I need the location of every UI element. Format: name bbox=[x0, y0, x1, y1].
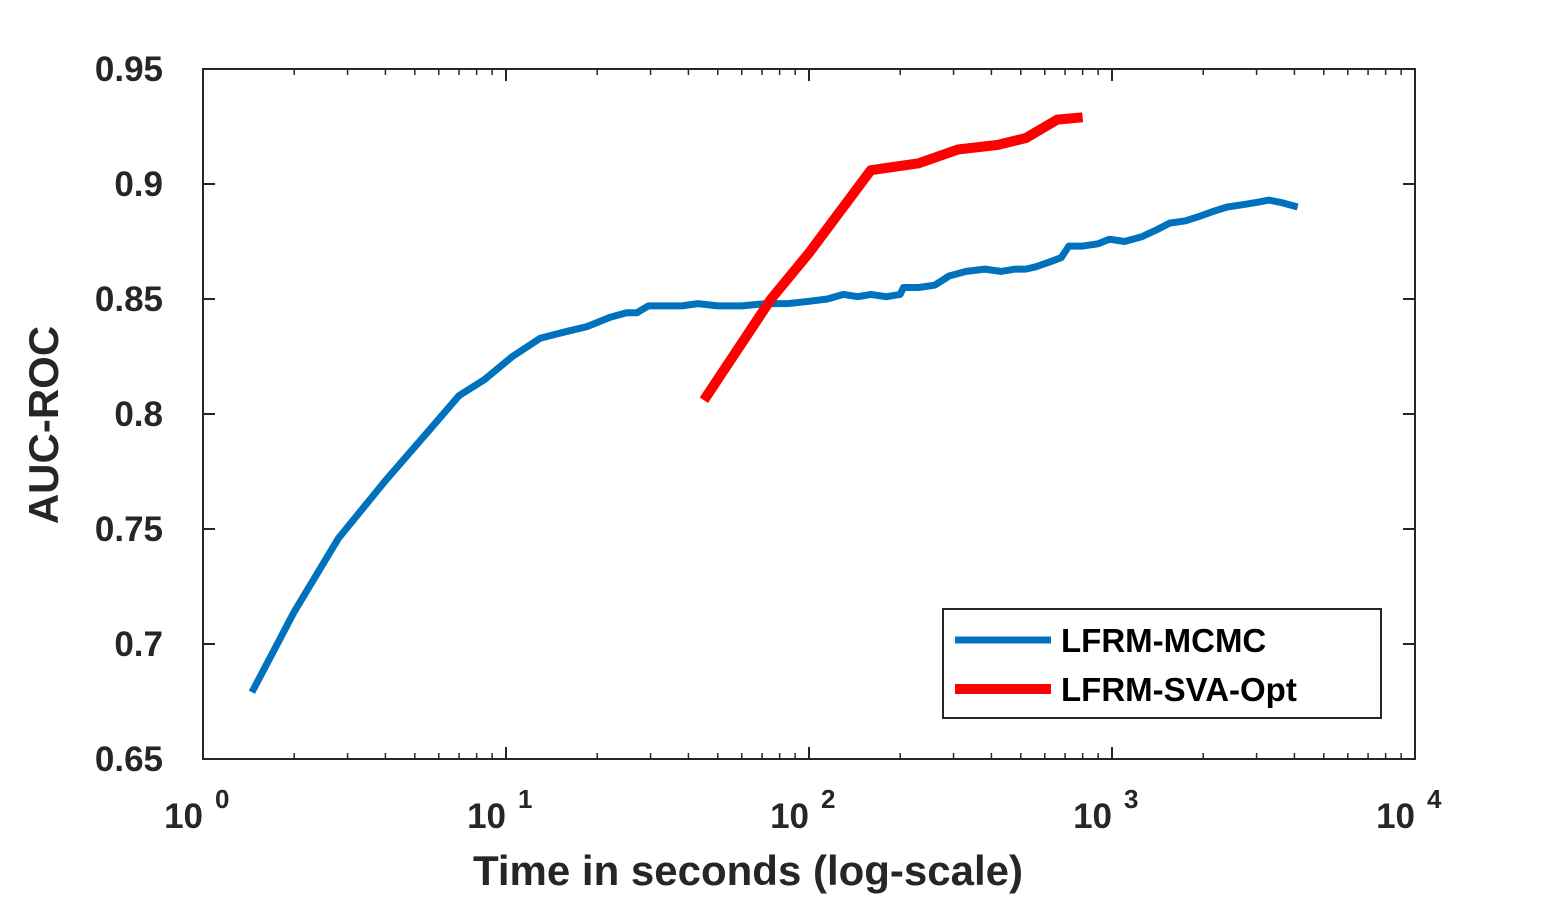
x-tick-label: 10 bbox=[164, 797, 203, 836]
x-tick-exponent: 0 bbox=[215, 784, 229, 814]
series-line-lfrm-sva-opt bbox=[699, 112, 1084, 403]
series-layer bbox=[248, 112, 1299, 694]
x-tick-exponent: 3 bbox=[1124, 784, 1138, 814]
y-tick-label: 0.8 bbox=[114, 395, 163, 434]
legend-label: LFRM-MCMC bbox=[1061, 622, 1266, 659]
y-tick-label: 0.9 bbox=[114, 165, 163, 204]
y-tick-label: 0.85 bbox=[95, 280, 163, 319]
legend: LFRM-MCMC LFRM-SVA-Opt bbox=[942, 608, 1382, 719]
y-tick-label: 0.75 bbox=[95, 510, 163, 549]
x-tick-exponent: 2 bbox=[821, 784, 835, 814]
x-axis-ticks: 10 0 10 1 10 2 10 3 10 4 bbox=[164, 69, 1442, 836]
legend-box bbox=[942, 608, 1382, 719]
x-tick-label: 10 bbox=[467, 797, 506, 836]
series-line-lfrm-mcmc bbox=[248, 196, 1299, 694]
y-axis-ticks: 0.95 0.9 0.85 0.8 0.75 0.7 0.65 bbox=[95, 50, 1415, 779]
x-tick-label: 10 bbox=[1073, 797, 1112, 836]
legend-label: LFRM-SVA-Opt bbox=[1061, 671, 1297, 708]
x-tick-exponent: 1 bbox=[518, 784, 532, 814]
x-tick-exponent: 4 bbox=[1427, 784, 1442, 814]
y-tick-label: 0.7 bbox=[114, 625, 163, 664]
x-tick-label: 10 bbox=[770, 797, 809, 836]
x-tick-label: 10 bbox=[1376, 797, 1415, 836]
y-tick-label: 0.95 bbox=[95, 50, 163, 89]
x-axis-title: Time in seconds (log-scale) bbox=[473, 847, 1023, 894]
y-tick-label: 0.65 bbox=[95, 740, 163, 779]
y-axis-title: AUC-ROC bbox=[20, 326, 67, 524]
